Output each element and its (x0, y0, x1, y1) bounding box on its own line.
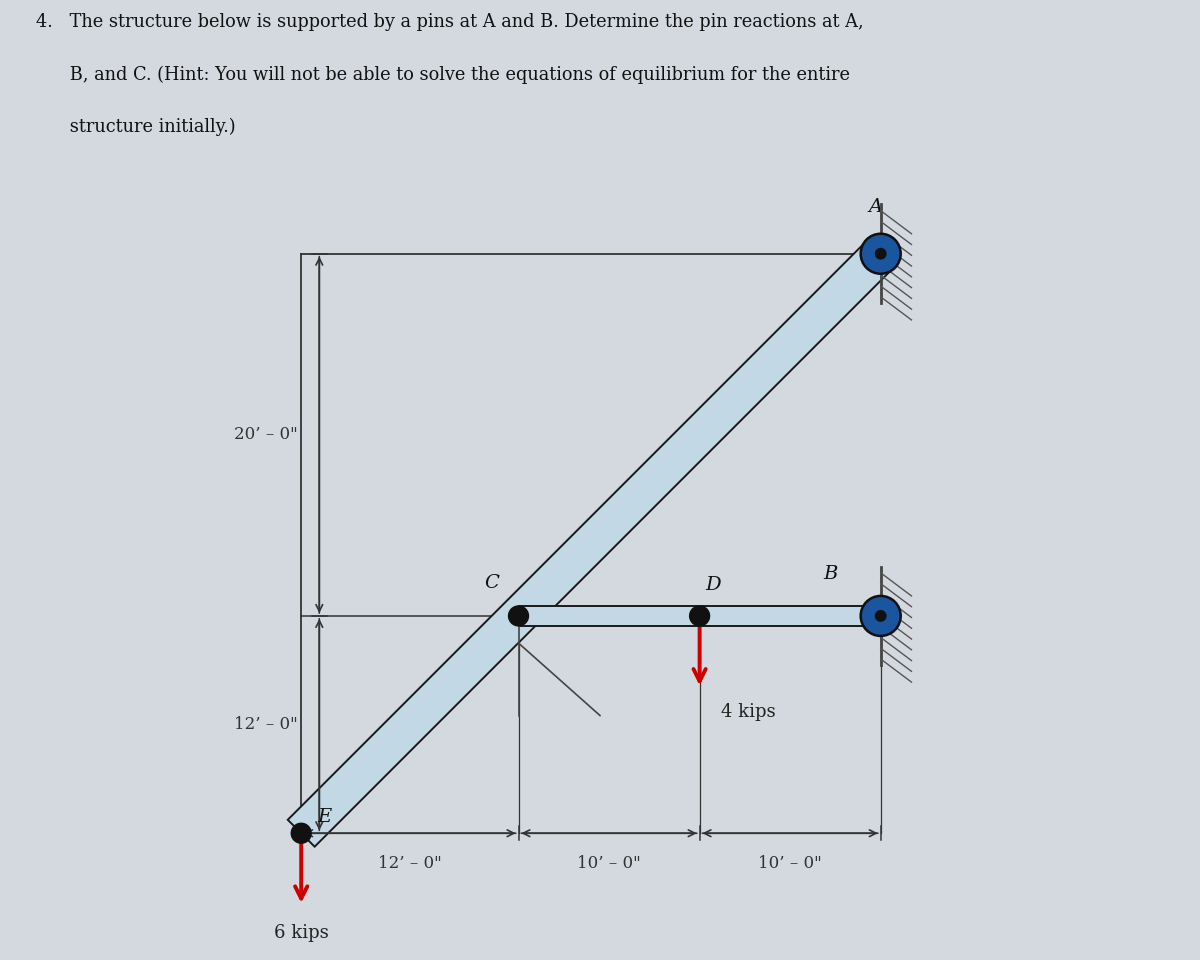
Text: 12’ – 0": 12’ – 0" (234, 716, 298, 733)
Text: D: D (706, 576, 721, 594)
Polygon shape (518, 606, 881, 626)
Circle shape (876, 611, 886, 621)
Text: E: E (318, 808, 331, 826)
Text: C: C (484, 574, 499, 592)
Circle shape (292, 824, 311, 843)
Circle shape (876, 249, 886, 259)
Circle shape (860, 596, 901, 636)
Text: B: B (823, 565, 838, 584)
Text: structure initially.): structure initially.) (36, 117, 235, 135)
Text: B, and C. (Hint: You will not be able to solve the equations of equilibrium for : B, and C. (Hint: You will not be able to… (36, 65, 850, 84)
Text: A: A (868, 198, 882, 216)
Circle shape (509, 606, 528, 626)
Circle shape (860, 233, 901, 274)
Text: 4.   The structure below is supported by a pins at A and B. Determine the pin re: 4. The structure below is supported by a… (36, 13, 864, 31)
Text: 12’ – 0": 12’ – 0" (378, 855, 442, 872)
Text: 20’ – 0": 20’ – 0" (234, 426, 298, 444)
Polygon shape (288, 240, 894, 847)
Text: 10’ – 0": 10’ – 0" (758, 855, 822, 872)
Text: 10’ – 0": 10’ – 0" (577, 855, 641, 872)
Text: 4 kips: 4 kips (721, 703, 776, 721)
Circle shape (690, 606, 709, 626)
Text: 6 kips: 6 kips (274, 924, 329, 942)
